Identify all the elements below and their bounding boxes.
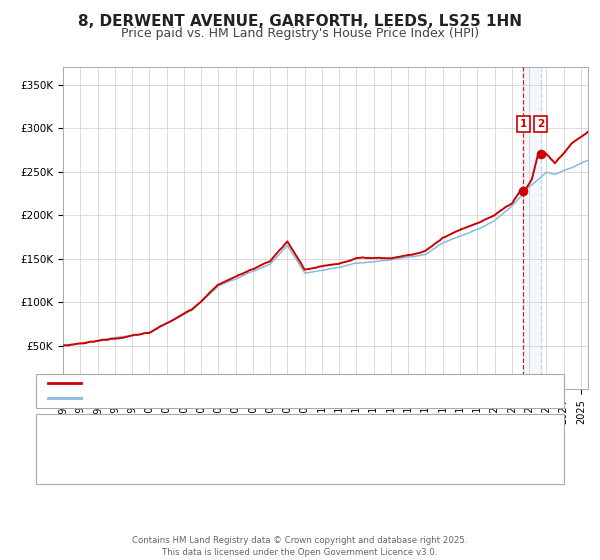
Text: 7% ↑ HPI: 7% ↑ HPI	[384, 460, 436, 470]
Text: Price paid vs. HM Land Registry's House Price Index (HPI): Price paid vs. HM Land Registry's House …	[121, 27, 479, 40]
Text: 02-SEP-2022: 02-SEP-2022	[78, 460, 149, 470]
Text: Contains HM Land Registry data © Crown copyright and database right 2025.
This d: Contains HM Land Registry data © Crown c…	[132, 536, 468, 557]
Bar	[523, 67, 541, 389]
Text: £228,000: £228,000	[240, 429, 293, 439]
Point	[536, 150, 545, 158]
Text: 3% ↑ HPI: 3% ↑ HPI	[384, 429, 436, 439]
Text: 1: 1	[520, 119, 527, 129]
Text: 2: 2	[46, 460, 53, 470]
Text: 8, DERWENT AVENUE, GARFORTH, LEEDS, LS25 1HN: 8, DERWENT AVENUE, GARFORTH, LEEDS, LS25…	[78, 14, 522, 29]
Text: 28-SEP-2021: 28-SEP-2021	[78, 429, 149, 439]
Point	[518, 186, 528, 195]
Text: HPI: Average price, semi-detached house, Leeds: HPI: Average price, semi-detached house,…	[87, 393, 328, 403]
Text: 1: 1	[46, 429, 53, 439]
Text: 2: 2	[537, 119, 544, 129]
Text: £270,000: £270,000	[240, 460, 293, 470]
Text: 8, DERWENT AVENUE, GARFORTH, LEEDS, LS25 1HN (semi-detached house): 8, DERWENT AVENUE, GARFORTH, LEEDS, LS25…	[87, 379, 466, 389]
